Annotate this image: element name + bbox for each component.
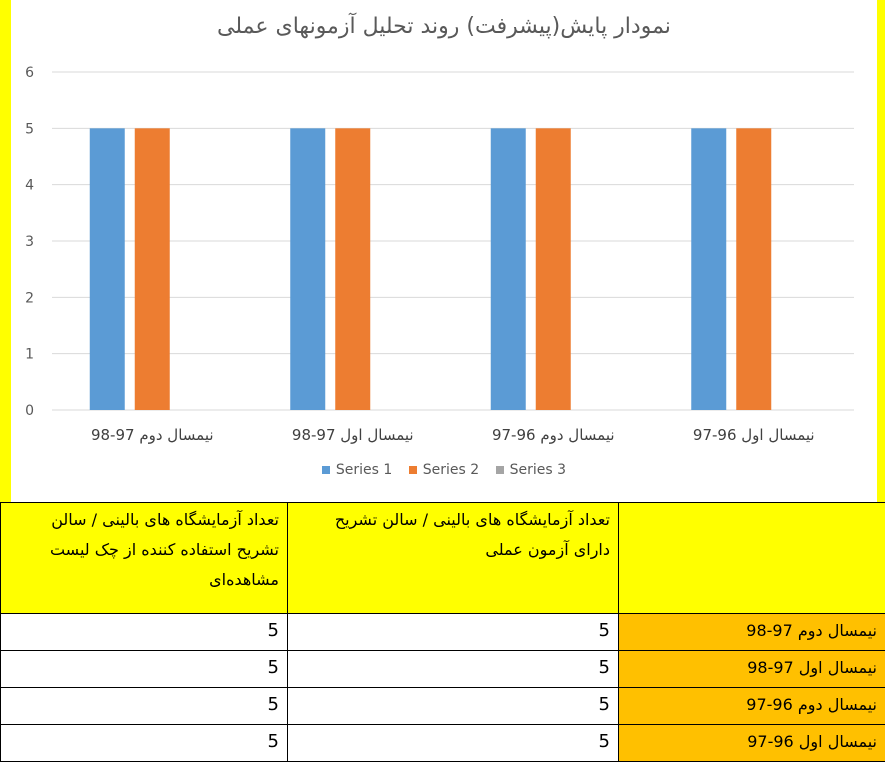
row-label: نیمسال دوم 96-97: [619, 688, 885, 725]
bar: [736, 128, 771, 410]
legend-swatch: [322, 466, 330, 474]
bar: [135, 128, 170, 410]
table-row: 5 5 نیمسال اول 97-98: [1, 651, 885, 688]
chart-area: نمودار پایش(پیشرفت) روند تحلیل آزمونهای …: [11, 0, 877, 502]
bar: [90, 128, 125, 410]
cell-practical-exam-count: 5: [288, 614, 619, 651]
cell-practical-exam-count: 5: [288, 651, 619, 688]
header-checklist-count: تعداد آزمایشگاه های بالینی / سالن تشریح …: [1, 503, 288, 614]
y-tick-label: 2: [25, 290, 34, 306]
x-tick-label: نیمسال دوم 96-97: [492, 426, 615, 444]
table-header-row: تعداد آزمایشگاه های بالینی / سالن تشریح …: [1, 503, 885, 614]
y-tick-label: 1: [25, 347, 34, 363]
bar: [335, 128, 370, 410]
y-tick-label: 3: [25, 234, 34, 250]
table-row: 5 5 نیمسال اول 96-97: [1, 725, 885, 762]
cell-checklist-count: 5: [1, 651, 288, 688]
table-row: 5 5 نیمسال دوم 96-97: [1, 688, 885, 725]
y-tick-label: 6: [25, 65, 34, 81]
legend-item-series-2: Series 2: [409, 462, 479, 478]
legend-item-series-1: Series 1: [322, 462, 392, 478]
data-table: تعداد آزمایشگاه های بالینی / سالن تشریح …: [0, 502, 885, 762]
table-row: 5 5 نیمسال دوم 97-98: [1, 614, 885, 651]
bar: [491, 128, 526, 410]
cell-checklist-count: 5: [1, 688, 288, 725]
legend-item-series-3: Series 3: [496, 462, 566, 478]
header-practical-exam-count: تعداد آزمایشگاه های بالینی / سالن تشریح …: [288, 503, 619, 614]
cell-checklist-count: 5: [1, 614, 288, 651]
bar: [290, 128, 325, 410]
header-empty-cell: [619, 503, 885, 614]
row-label: نیمسال اول 96-97: [619, 725, 885, 762]
legend-swatch: [496, 466, 504, 474]
chart-legend: Series 1 Series 2 Series 3: [11, 462, 877, 478]
legend-swatch: [409, 466, 417, 474]
y-tick-label: 5: [25, 121, 34, 137]
cell-checklist-count: 5: [1, 725, 288, 762]
legend-label: Series 2: [423, 462, 479, 478]
x-tick-label: نیمسال اول 97-98: [292, 426, 414, 444]
bar: [536, 128, 571, 410]
row-label: نیمسال اول 97-98: [619, 651, 885, 688]
y-tick-label: 0: [25, 403, 34, 419]
cell-practical-exam-count: 5: [288, 725, 619, 762]
cell-practical-exam-count: 5: [288, 688, 619, 725]
y-tick-label: 4: [25, 178, 34, 194]
legend-label: Series 3: [510, 462, 566, 478]
x-tick-label: نیمسال دوم 97-98: [91, 426, 214, 444]
row-label: نیمسال دوم 97-98: [619, 614, 885, 651]
bar: [691, 128, 726, 410]
legend-label: Series 1: [336, 462, 392, 478]
x-tick-label: نیمسال اول 96-97: [693, 426, 815, 444]
